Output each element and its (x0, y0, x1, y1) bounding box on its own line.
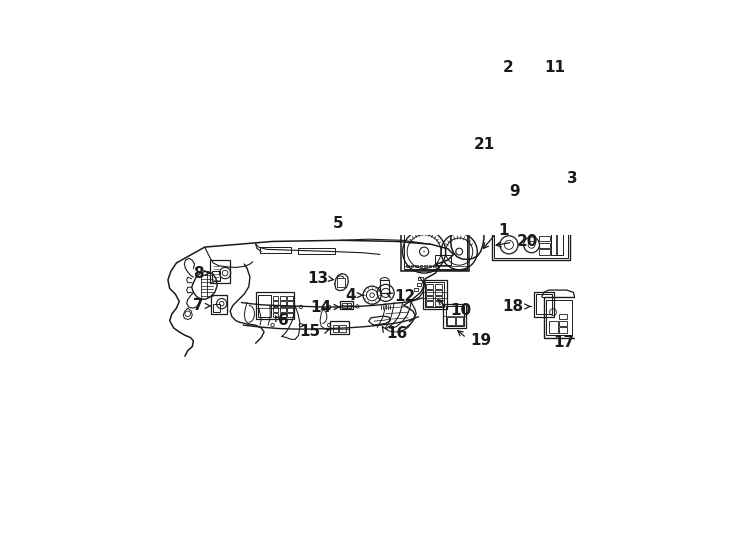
Bar (539, 249, 550, 255)
Bar (415, 265, 418, 267)
Bar (333, 325, 338, 332)
Bar (339, 325, 346, 332)
Bar (456, 316, 462, 325)
Bar (298, 248, 335, 254)
Bar (514, 89, 521, 96)
Bar (414, 288, 418, 291)
Bar (539, 236, 550, 241)
Text: 17: 17 (553, 335, 575, 349)
Bar (447, 316, 454, 325)
Text: 6: 6 (278, 313, 289, 328)
Bar (260, 247, 291, 253)
Bar (272, 307, 278, 312)
Bar (426, 301, 433, 306)
Bar (443, 304, 466, 328)
Bar (213, 304, 220, 312)
Bar (280, 296, 286, 300)
Bar (410, 265, 413, 267)
Bar (544, 297, 583, 338)
Bar (342, 303, 346, 308)
Bar (359, 217, 363, 221)
Bar (211, 295, 228, 314)
Text: 8: 8 (193, 266, 203, 281)
Bar (536, 294, 552, 314)
Bar (272, 313, 278, 317)
Bar (435, 301, 442, 306)
Bar (212, 271, 220, 281)
Bar (426, 285, 433, 289)
Bar (406, 265, 409, 267)
Bar (330, 321, 349, 334)
Text: 1: 1 (498, 222, 509, 238)
Text: 19: 19 (470, 334, 491, 348)
Text: 13: 13 (307, 271, 328, 286)
Bar (287, 296, 293, 300)
Bar (287, 307, 293, 312)
Bar (272, 301, 278, 306)
Bar (380, 280, 389, 293)
Bar (341, 301, 353, 309)
Bar (272, 296, 278, 300)
Bar (280, 307, 286, 312)
Text: 21: 21 (473, 137, 495, 152)
Bar (337, 278, 345, 287)
Text: 4: 4 (346, 288, 356, 302)
Text: 5: 5 (333, 216, 344, 231)
Text: 2: 2 (503, 60, 514, 76)
Bar (425, 282, 445, 307)
Bar (435, 296, 442, 300)
Bar (417, 283, 421, 286)
Bar (435, 290, 442, 295)
Bar (446, 307, 464, 326)
Bar (559, 314, 567, 320)
Bar (404, 232, 467, 268)
Bar (352, 216, 358, 221)
Bar (418, 277, 423, 280)
Text: 10: 10 (451, 303, 472, 319)
Text: 15: 15 (299, 325, 321, 340)
Bar (550, 233, 563, 255)
Bar (424, 265, 427, 267)
Text: 16: 16 (387, 326, 408, 341)
Bar (351, 211, 366, 224)
Bar (211, 260, 230, 283)
Bar (401, 230, 469, 271)
Bar (494, 231, 567, 258)
Bar (546, 300, 573, 335)
Bar (287, 301, 293, 306)
Text: 20: 20 (517, 234, 538, 249)
Text: 14: 14 (310, 300, 331, 314)
Bar (420, 265, 422, 267)
Bar (488, 192, 491, 194)
Bar (559, 321, 567, 326)
Bar (258, 295, 272, 317)
Bar (548, 82, 561, 91)
Bar (548, 321, 558, 333)
Bar (426, 296, 433, 300)
Text: 11: 11 (545, 60, 566, 76)
Text: 3: 3 (567, 171, 577, 186)
Bar (534, 292, 554, 316)
Bar (559, 327, 567, 333)
Bar (347, 303, 351, 308)
Bar (435, 255, 451, 265)
Bar (550, 83, 558, 89)
Bar (433, 265, 436, 267)
Bar (280, 313, 286, 317)
Text: 18: 18 (503, 299, 523, 314)
Text: 7: 7 (193, 299, 203, 313)
Bar (426, 290, 433, 295)
Bar (539, 242, 550, 248)
Bar (492, 229, 570, 260)
Bar (501, 86, 512, 94)
Text: 12: 12 (395, 289, 416, 305)
Bar (287, 313, 293, 317)
Bar (435, 285, 442, 289)
Bar (483, 192, 487, 194)
Bar (423, 280, 447, 309)
Bar (280, 301, 286, 306)
Text: 9: 9 (509, 184, 520, 199)
Bar (429, 265, 432, 267)
Bar (255, 292, 294, 320)
